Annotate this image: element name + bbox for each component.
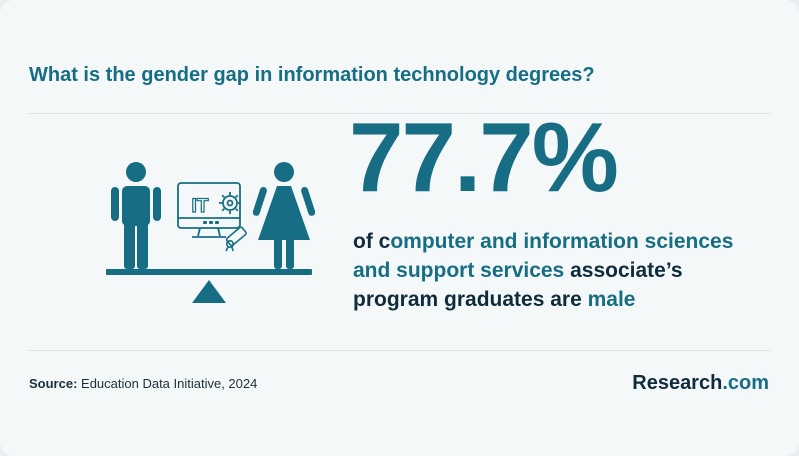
stat-description: of computer and information sciences and… (353, 227, 753, 314)
diploma-icon (225, 226, 247, 252)
brand-logo: Research.com (632, 372, 769, 395)
page-title: What is the gender gap in information te… (29, 64, 595, 86)
monitor-label: IT (192, 196, 209, 217)
logo-name: Research (632, 372, 723, 394)
male-figure-icon (111, 162, 161, 269)
headline-stat: 77.7% (349, 102, 619, 212)
desc-part-3: associate’s program graduates are (353, 259, 683, 311)
bottom-divider (29, 350, 770, 351)
logo-suffix: .com (722, 372, 769, 394)
source-text: Education Data Initiative, 2024 (77, 376, 258, 391)
source-label: Source: (29, 376, 78, 391)
desc-highlight-gender: male (587, 288, 636, 311)
gender-balance-illustration: IT (106, 162, 316, 303)
desc-part-1: of c (353, 230, 391, 253)
gear-icon (219, 192, 241, 214)
female-figure-icon (252, 162, 316, 269)
monitor-screen-dots (203, 221, 219, 224)
computer-monitor-icon (177, 182, 241, 238)
desc-highlight-field: omputer and information sciences and sup… (353, 230, 734, 282)
top-divider (29, 113, 770, 114)
source-line: Source: Education Data Initiative, 2024 (29, 376, 257, 391)
balance-scale-icon (106, 269, 312, 303)
